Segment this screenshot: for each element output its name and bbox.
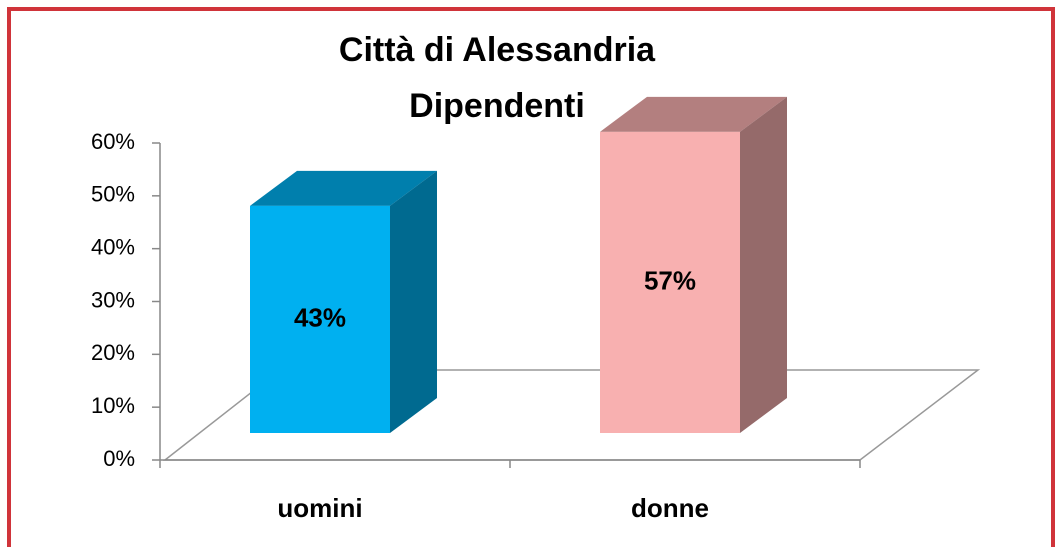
chart-title: Città di Alessandria — [339, 31, 656, 69]
y-tick-label: 10% — [91, 393, 135, 418]
value-label: 57% — [644, 265, 696, 295]
chart-frame — [7, 7, 1055, 547]
x-tick-label: uomini — [277, 493, 362, 523]
y-tick-label: 0% — [103, 446, 135, 471]
y-tick-label: 30% — [91, 287, 135, 312]
y-tick-label: 20% — [91, 340, 135, 365]
y-tick-label: 60% — [91, 129, 135, 154]
bar-side — [740, 96, 787, 433]
x-tick-label: donne — [631, 493, 709, 523]
y-tick-label: 50% — [91, 182, 135, 207]
value-label: 43% — [294, 302, 346, 332]
chart-title: Dipendenti — [409, 87, 585, 125]
bar-side — [390, 170, 437, 434]
bar — [250, 205, 390, 433]
bar-top — [250, 170, 437, 206]
y-tick-label: 40% — [91, 234, 135, 259]
bar-top — [600, 96, 787, 132]
bar — [600, 131, 740, 433]
